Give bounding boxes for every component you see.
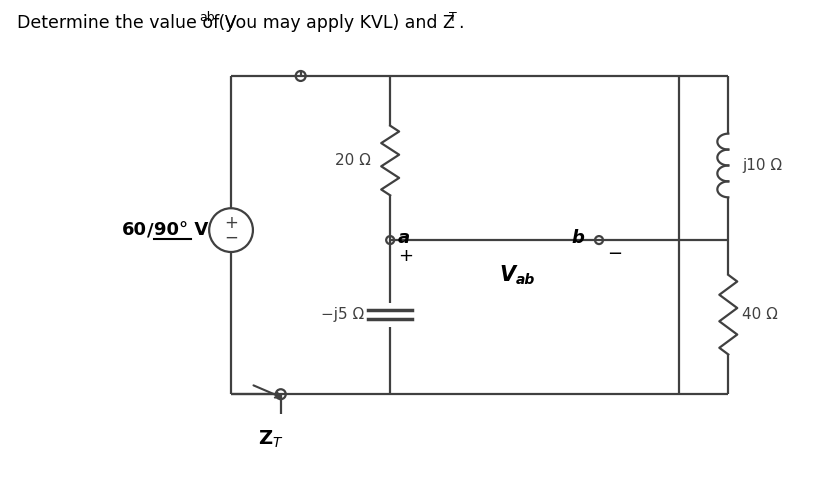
Text: T: T bbox=[449, 11, 456, 24]
Text: +: + bbox=[224, 214, 238, 232]
Text: V: V bbox=[499, 265, 516, 285]
Text: −: − bbox=[224, 229, 238, 247]
Text: a: a bbox=[399, 229, 410, 247]
Text: /: / bbox=[147, 221, 154, 239]
Text: −: − bbox=[607, 245, 622, 263]
Text: 60: 60 bbox=[122, 221, 147, 239]
Text: 40 Ω: 40 Ω bbox=[743, 307, 778, 322]
Text: +: + bbox=[399, 247, 413, 265]
Text: b: b bbox=[571, 229, 584, 247]
Text: j10 Ω: j10 Ω bbox=[743, 158, 782, 173]
Text: Determine the value of V: Determine the value of V bbox=[18, 14, 237, 32]
Text: 90° V: 90° V bbox=[154, 221, 209, 239]
Text: (you may apply KVL) and Z: (you may apply KVL) and Z bbox=[213, 14, 455, 32]
Text: ab: ab bbox=[199, 11, 215, 24]
Text: .: . bbox=[458, 14, 463, 32]
Text: $\mathbf{Z}_T$: $\mathbf{Z}_T$ bbox=[258, 429, 284, 450]
Text: −j5 Ω: −j5 Ω bbox=[320, 307, 364, 322]
Text: 20 Ω: 20 Ω bbox=[336, 153, 372, 168]
Text: ab: ab bbox=[515, 273, 534, 287]
